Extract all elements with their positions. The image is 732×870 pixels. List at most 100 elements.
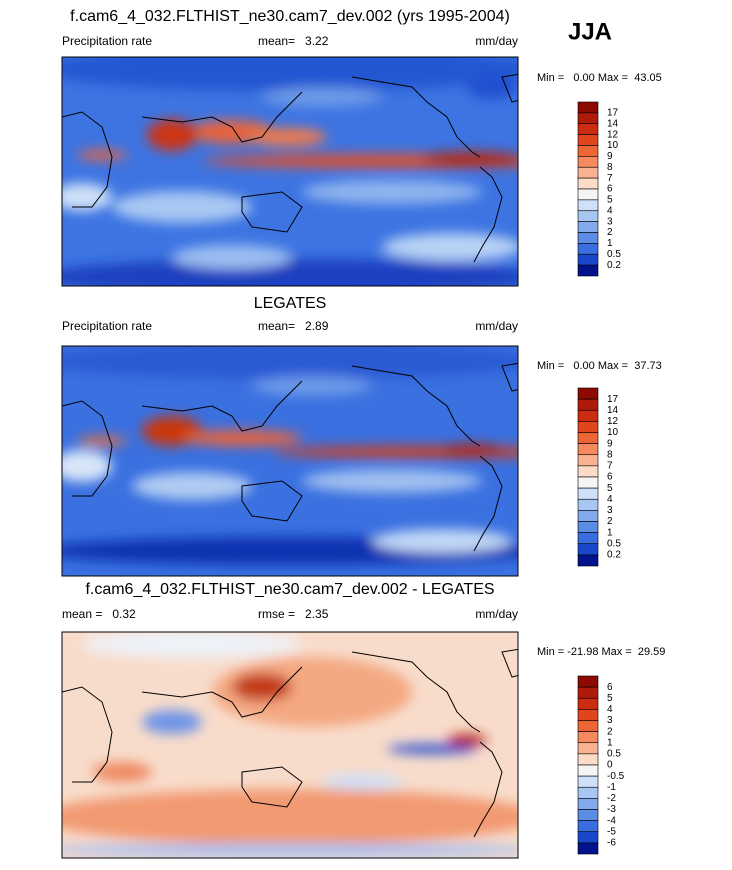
colorbar-box [577,498,599,511]
colorbar-label: 1 [607,527,613,538]
colorbar-box [577,510,599,522]
coastline [473,455,503,552]
field-blob [247,128,327,146]
coastline [62,400,113,497]
colorbar-box [577,409,599,422]
colorbar-label: 6 [607,184,613,195]
colorbar-box [577,387,599,400]
map [62,346,518,576]
field-blob [77,150,127,160]
colorbar-label: 9 [607,438,613,449]
colorbar-box [577,264,599,277]
field-blob [382,233,518,261]
field-blob [262,87,382,107]
colorbar-label: 3 [607,216,613,227]
field-blob [62,843,518,857]
field-blob [172,245,292,269]
colorbar-label: -1 [607,782,616,793]
colorbar-box [577,232,599,244]
panel-title: f.cam6_4_032.FLTHIST_ne30.cam7_dev.002 -… [85,581,494,598]
field-blob [142,710,202,734]
colorbar-box [577,454,599,467]
center-label: mean= 2.89 [258,319,329,333]
colorbar-box [577,831,599,844]
colorbar-box [577,145,599,157]
coastline [141,666,303,718]
map-field [62,632,518,857]
field-blob [147,119,197,151]
field-blob [422,152,518,166]
colorbar-box [577,786,599,799]
field-blob [62,57,518,91]
colorbar-label: 0.5 [607,249,621,260]
field-blob [442,444,502,456]
colorbar-box [577,177,599,190]
colorbar-label: -6 [607,838,616,849]
coastline [62,111,113,208]
colorbar-label: 5 [607,195,613,206]
field-blob [302,180,482,204]
field-blob [62,450,112,482]
colorbar-label: 10 [607,140,619,151]
colorbar-label: 0.2 [607,260,621,271]
colorbar-label: 12 [607,416,619,427]
field-blob [302,469,482,493]
colorbar-label: 7 [607,461,613,472]
field-blob [182,430,302,446]
coastline [501,362,518,392]
colorbar-label: 4 [607,494,613,505]
field-blob [132,472,252,500]
colorbar-label: 0.2 [607,550,621,561]
colorbar-box [577,253,599,266]
field-blob [387,744,477,754]
field-blob [202,154,518,168]
coastline [241,766,303,808]
panel: f.cam6_4_032.FLTHIST_ne30.cam7_dev.002 -… [61,581,665,859]
colorbar-label: 17 [607,108,619,119]
panel-title: LEGATES [254,295,327,312]
colorbar-label: 8 [607,162,613,173]
colorbar-box [577,809,599,821]
colorbar-label: 0.5 [607,749,621,760]
panel-title: f.cam6_4_032.FLTHIST_ne30.cam7_dev.002 (… [70,8,510,25]
coastline [62,686,113,783]
center-label: rmse = 2.35 [258,607,329,621]
colorbar-box [577,720,599,732]
colorbar-box [577,432,599,444]
colorbar-label: 7 [607,173,613,184]
coastline [141,380,303,432]
colorbar-label: -5 [607,826,616,837]
map-field [62,57,518,286]
map-field [62,346,518,565]
field-blob [112,191,252,223]
coastline [501,648,518,678]
colorbar-box [577,243,599,255]
colorbar-box [577,543,599,556]
colorbar-label: -4 [607,815,616,826]
field-blob [62,183,112,211]
colorbar-box [577,166,599,179]
left-label: mean = 0.32 [62,607,136,621]
colorbar-box [577,476,599,489]
coastline [501,73,518,103]
map [62,57,518,286]
colorbar-box [577,188,599,201]
colorbar-label: 0 [607,760,613,771]
colorbar-box [577,521,599,533]
colorbar-box [577,221,599,233]
field-blob [447,734,487,746]
colorbar-box [577,101,599,114]
coastline [351,651,481,733]
left-label: Precipitation rate [62,34,152,48]
left-label: Precipitation rate [62,319,152,333]
colorbar-box [577,764,599,777]
min-max-label: Min = -21.98 Max = 29.59 [537,646,665,658]
coastline [473,166,503,263]
colorbar-label: 6 [607,472,613,483]
map-frame [61,631,519,859]
colorbar-box [577,112,599,125]
min-max-label: Min = 0.00 Max = 37.73 [537,360,662,372]
colorbar-label: 10 [607,427,619,438]
colorbar-label: 2 [607,227,613,238]
